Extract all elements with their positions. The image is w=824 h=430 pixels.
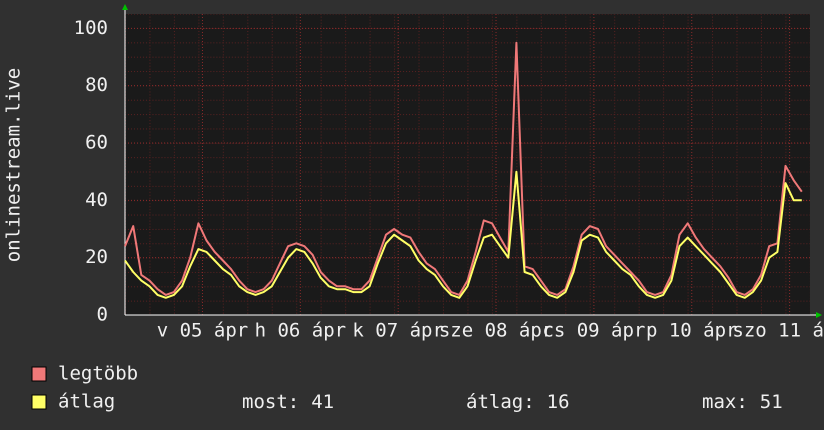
summary-stat: átlag: 16 — [466, 391, 570, 413]
summary-value: 41 — [311, 391, 334, 413]
summary-value: 51 — [760, 391, 783, 413]
y-tick-label: 60 — [85, 132, 108, 154]
summary-stat: max: 51 — [702, 391, 783, 413]
legend-swatch — [31, 394, 47, 410]
x-tick-label: v 05 ápr — [157, 320, 249, 342]
x-tick-label: szo 11 ápr — [732, 320, 824, 342]
y-tick-label: 40 — [85, 189, 108, 211]
summary-label: most: — [242, 391, 299, 413]
x-tick-label: k 07 ápr — [352, 320, 444, 342]
y-tick-label: 20 — [85, 246, 108, 268]
x-tick-label: p 10 ápr — [646, 320, 738, 342]
axis-arrow — [122, 4, 128, 10]
y-axis-label: onlinestream.live — [3, 68, 25, 262]
x-tick-label: h 06 ápr — [255, 320, 347, 342]
y-tick-label: 100 — [74, 17, 108, 39]
x-tick-label: cs 09 ápr — [542, 320, 645, 342]
x-tick-label: sze 08 ápr — [439, 320, 553, 342]
minor-grid — [125, 14, 810, 315]
series-line — [124, 170, 802, 299]
legend-label: átlag — [58, 391, 115, 413]
legend: legtöbb átlag most: 41 átlag: 16 max: 51 — [31, 363, 783, 413]
summary-stat: most: 41 — [242, 391, 334, 413]
y-tick-label: 80 — [85, 74, 108, 96]
axis-arrow — [816, 312, 822, 318]
legend-label: legtöbb — [58, 363, 138, 385]
summary-label: átlag: — [466, 391, 535, 413]
summary-value: 16 — [547, 391, 570, 413]
summary-label: max: — [702, 391, 748, 413]
legend-swatch — [31, 366, 47, 382]
series-line — [124, 41, 803, 296]
y-tick-label: 0 — [97, 304, 108, 326]
